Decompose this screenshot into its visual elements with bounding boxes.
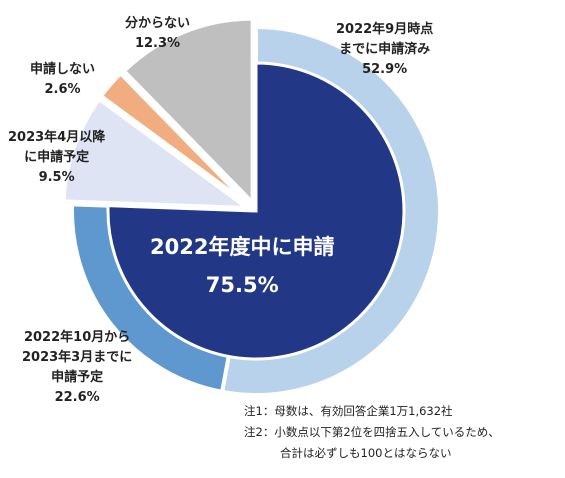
slice-label-will-not-apply: 申請しない 2.6%	[30, 62, 96, 97]
slice-label-oct2022-to-mar2023: 2022年10月から 2023年3月までに 申請予定 22.6%	[22, 330, 133, 405]
center-value: 75.5%	[205, 273, 279, 297]
center-title: 2022年度中に申請	[150, 235, 335, 259]
slice-unknown	[121, 16, 255, 208]
note-2: 注2：小数点以下第2位を四捨五入しているため、	[244, 425, 500, 439]
slice-will-not-apply	[98, 70, 251, 207]
slice-label-unknown: 分からない 12.3%	[125, 16, 191, 51]
slice-label-applied-by-sept-2022: 2022年9月時点 までに申請済み 52.9%	[336, 22, 434, 77]
note-1: 注1：母数は、有効回答企業1万1,632社	[244, 404, 453, 418]
slice-label-after-apr-2023: 2023年4月以降 に申請予定 9.5%	[8, 130, 106, 185]
inner-slice-applied-in-fy2022	[106, 61, 406, 361]
slice-after-apr-2023	[61, 96, 254, 211]
note-3: 合計は必ずしも100とはならない	[280, 446, 452, 460]
center-label: 2022年度中に申請 75.5%	[150, 228, 334, 304]
